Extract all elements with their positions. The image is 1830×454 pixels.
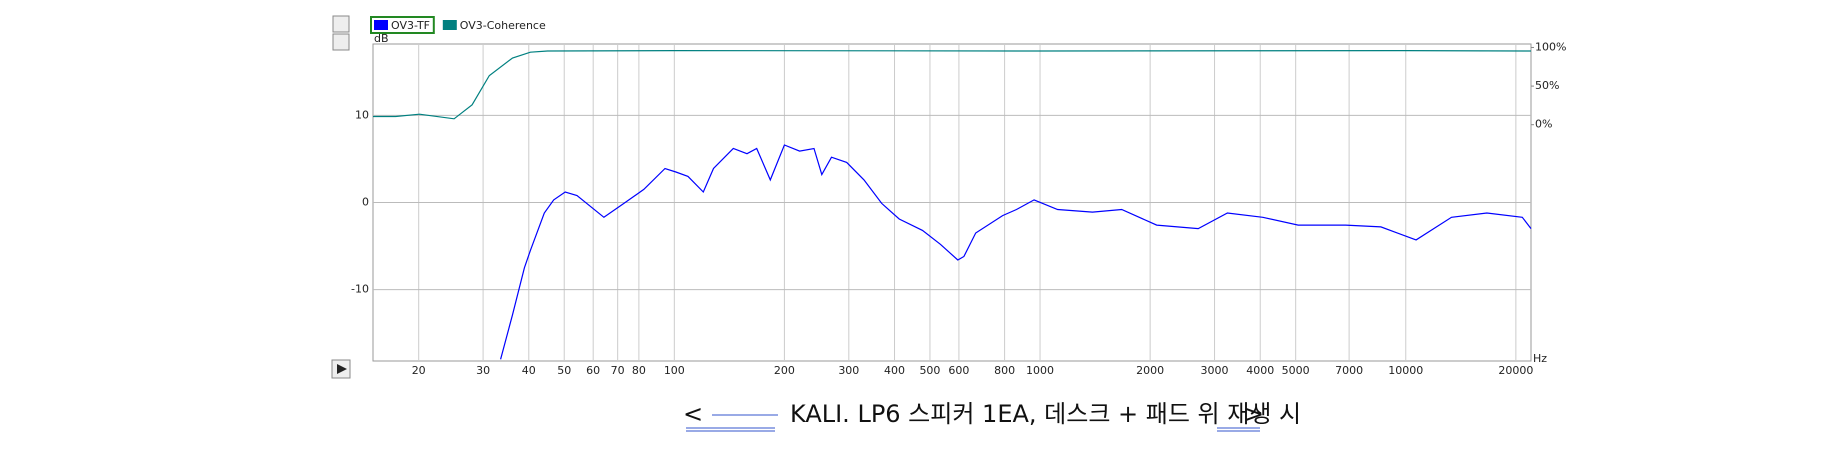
x-tick-label: 50 [557,364,571,377]
legend-label: OV3-TF [391,19,430,32]
x-tick-label: 20 [412,364,426,377]
play-icon [337,364,347,374]
x-tick-label: 60 [586,364,600,377]
x-tick-label: 10000 [1388,364,1423,377]
y-tick-label: 0 [362,196,369,209]
y2-tick-label: 50% [1535,79,1559,92]
x-tick-label: 80 [632,364,646,377]
x-tick-label: 70 [611,364,625,377]
x-tick-label: 40 [522,364,536,377]
x-tick-label: 200 [774,364,795,377]
x-tick-label: 800 [994,364,1015,377]
x-tick-label: 7000 [1335,364,1363,377]
x-tick-label: 3000 [1201,364,1229,377]
y-tick-label: -10 [351,283,369,296]
series-line [373,49,1532,120]
fit-icon[interactable] [332,33,350,51]
caption-open: < [683,400,703,428]
y2-tick-label: 100% [1535,40,1566,53]
x-tick-label: 400 [884,364,905,377]
x-tick-label: 5000 [1282,364,1310,377]
x-tick-label: 2000 [1136,364,1164,377]
legend-swatch [442,20,457,30]
series-line [500,144,1532,360]
legend-label: OV3-Coherence [460,19,546,32]
x-tick-label: 500 [919,364,940,377]
x-tick-label: 300 [838,364,859,377]
legend-swatch [374,20,388,30]
y-tick-label: 10 [355,108,369,121]
caption-close: > [1244,400,1264,428]
x-tick-label: 600 [948,364,969,377]
x-tick-label: 1000 [1026,364,1054,377]
x-tick-label: 30 [476,364,490,377]
x-unit: Hz [1533,352,1547,365]
x-tick-label: 4000 [1246,364,1274,377]
zoom-icon[interactable] [332,15,350,33]
caption-text: KALI. LP6 스피커 1EA, 데스크 + 패드 위 재생 시 [790,400,1301,428]
legend-selected [370,16,435,34]
x-tick-label: 20000 [1498,364,1533,377]
y-unit: dB [374,32,389,45]
x-tick-label: 100 [664,364,685,377]
y2-tick-label: 0% [1535,118,1552,131]
